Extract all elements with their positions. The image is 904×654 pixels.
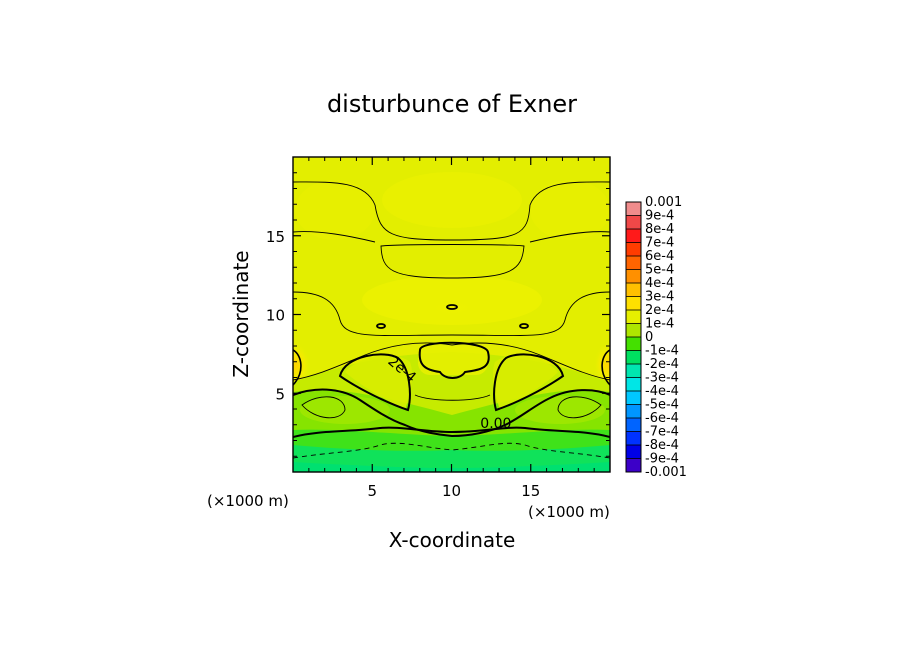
colorbar-label: 0 [645,330,653,345]
colorbar-swatch [626,269,641,284]
colorbar-label: -1e-4 [645,344,679,359]
colorbar-swatch [626,215,641,230]
y-tick-label: 5 [275,385,285,403]
colorbar-label: -4e-4 [645,384,679,399]
colorbar-label: 0.001 [645,195,682,210]
colorbar-label: -0.001 [645,465,687,480]
colorbar-swatch [626,337,641,351]
x-tick-label: 5 [367,482,377,500]
colorbar-swatch [626,229,641,243]
colorbar-swatch [626,242,641,257]
colorbar-label: 6e-4 [645,249,674,264]
colorbar-label: 7e-4 [645,236,674,251]
colorbar-label: -5e-4 [645,398,679,413]
colorbar-swatch [626,202,641,216]
colorbar-label: 3e-4 [645,290,674,305]
colorbar-swatch [626,323,641,338]
colorbar-label: -7e-4 [645,425,679,440]
y-tick-label: 10 [266,307,285,325]
colorbar-label: -9e-4 [645,452,679,467]
colorbar-label: 2e-4 [645,303,674,318]
colorbar-swatch [626,377,641,392]
y-tick-label: 15 [266,228,285,246]
colorbar-swatch [626,283,641,297]
colorbar-label: 4e-4 [645,276,674,291]
y-axis-unit: (×1000 m) [207,492,289,510]
colorbar-swatch [626,418,641,432]
colorbar-label: -2e-4 [645,357,679,372]
colorbar-label: 5e-4 [645,263,674,278]
colorbar-label: -3e-4 [645,371,679,386]
colorbar-swatch [626,458,641,473]
x-tick-label: 10 [442,482,461,500]
contour-lines [293,181,610,459]
colorbar-swatch [626,350,641,365]
colorbar-swatch [626,404,641,419]
chart-title: disturbunce of Exner [327,90,577,118]
contour-label: 0.00 [480,416,511,432]
colorbar-label: 8e-4 [645,222,674,237]
colorbar-label: -6e-4 [645,411,679,426]
colorbar-swatch [626,431,641,446]
x-tick-label: 15 [521,482,540,500]
colorbar-swatch [626,445,641,459]
x-axis-label: X-coordinate [389,528,516,552]
colorbar-label: -8e-4 [645,438,679,453]
colorbar-swatch [626,364,641,378]
axes: 5 10 15 5 10 15 [266,157,610,500]
colorbar-swatch [626,310,641,324]
colorbar: 0.0019e-48e-47e-46e-45e-44e-43e-42e-41e-… [625,195,687,480]
colorbar-label: 1e-4 [645,317,674,332]
heatmap-field [293,157,610,472]
colorbar-swatch [626,391,641,405]
x-axis-unit: (×1000 m) [528,503,610,521]
y-axis-label: Z-coordinate [229,250,253,377]
colorbar-swatch [626,296,641,311]
colorbar-swatch [626,256,641,270]
colorbar-label: 9e-4 [645,209,674,224]
